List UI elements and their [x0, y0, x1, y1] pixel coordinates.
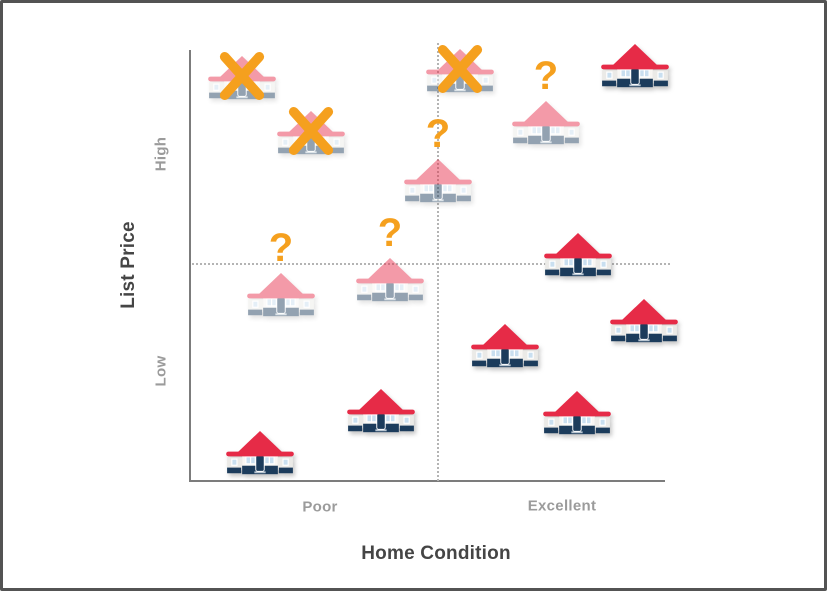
house-layer: ? [3, 3, 824, 588]
x-mark-icon [437, 45, 483, 94]
question-mark-icon: ? [268, 225, 294, 270]
house-icon [544, 232, 612, 276]
house-icon [404, 158, 472, 202]
house-marker: ? [601, 43, 669, 90]
house-icon [601, 43, 669, 87]
house-icon [226, 430, 294, 474]
house-icon [347, 388, 415, 432]
house-marker: ? [226, 430, 294, 477]
x-axis-line [189, 480, 665, 482]
x-axis-title: Home Condition [361, 543, 511, 564]
x-mark-icon [219, 52, 265, 101]
x-mark-icon [288, 107, 334, 156]
house-marker: ? [356, 213, 424, 304]
house-marker: ? [426, 45, 494, 95]
y-axis-line [189, 50, 191, 482]
price-midline-dotted [192, 263, 670, 265]
house-icon [543, 390, 611, 434]
condition-midline-dotted [437, 43, 439, 481]
house-icon [247, 272, 315, 316]
house-marker: ? [544, 232, 612, 279]
question-mark-icon: ? [425, 111, 451, 156]
house-marker: ? [543, 390, 611, 437]
house-icon [610, 298, 678, 342]
house-icon [356, 257, 424, 301]
house-icon [471, 323, 539, 367]
house-icon [512, 100, 580, 144]
house-marker: ? [247, 228, 315, 319]
question-mark-icon: ? [377, 210, 403, 255]
house-marker: ? [610, 298, 678, 345]
house-marker: ? [471, 323, 539, 370]
question-mark-icon: ? [533, 53, 559, 98]
house-marker: ? [347, 388, 415, 435]
house-marker: ? [208, 52, 276, 102]
x-tick-excellent: Excellent [527, 497, 597, 515]
x-tick-poor: Poor [302, 498, 338, 516]
house-marker: ? [512, 56, 580, 147]
house-marker: ? [404, 114, 472, 205]
house-marker: ? [277, 107, 345, 157]
